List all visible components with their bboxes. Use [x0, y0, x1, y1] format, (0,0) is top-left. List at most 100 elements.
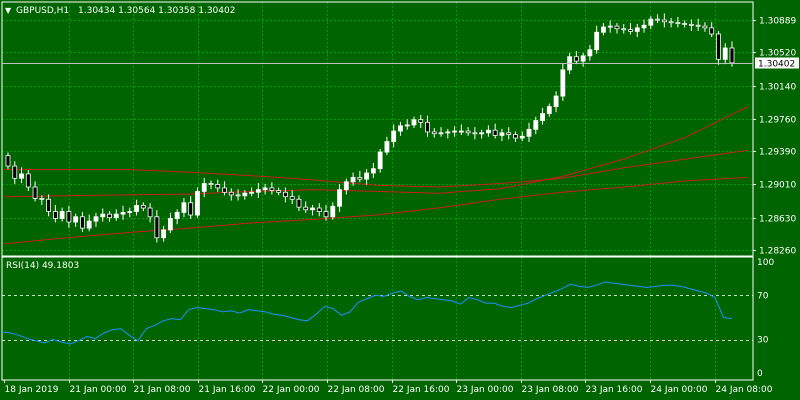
candle[interactable]: [729, 41, 735, 67]
candle[interactable]: [716, 30, 721, 66]
candle[interactable]: [695, 18, 701, 31]
candle[interactable]: [208, 180, 214, 190]
candle[interactable]: [445, 128, 451, 139]
candle[interactable]: [127, 207, 133, 218]
candle[interactable]: [661, 13, 667, 28]
candle[interactable]: [621, 23, 627, 34]
candle[interactable]: [161, 225, 167, 242]
candle[interactable]: [140, 202, 146, 212]
candle[interactable]: [391, 124, 397, 148]
candle[interactable]: [188, 196, 194, 219]
candle[interactable]: [634, 23, 640, 38]
candle[interactable]: [350, 172, 356, 186]
candle[interactable]: [641, 19, 647, 33]
candle[interactable]: [5, 152, 11, 170]
candle[interactable]: [12, 161, 18, 184]
candle[interactable]: [722, 43, 728, 65]
candle[interactable]: [519, 131, 525, 142]
candle[interactable]: [479, 129, 485, 139]
candle[interactable]: [607, 20, 613, 33]
candle[interactable]: [32, 181, 38, 202]
candle[interactable]: [404, 119, 410, 130]
candle[interactable]: [174, 209, 180, 225]
candle[interactable]: [425, 115, 430, 137]
candle[interactable]: [66, 205, 72, 228]
candle[interactable]: [628, 23, 633, 35]
candle[interactable]: [201, 177, 207, 198]
candle[interactable]: [452, 126, 457, 137]
candle[interactable]: [262, 183, 268, 195]
candle[interactable]: [370, 162, 376, 178]
candle[interactable]: [113, 209, 119, 221]
candle[interactable]: [52, 204, 58, 223]
candle[interactable]: [384, 136, 390, 156]
candle[interactable]: [276, 187, 282, 196]
candle[interactable]: [167, 212, 173, 233]
candle[interactable]: [682, 20, 688, 28]
candle[interactable]: [59, 207, 65, 222]
candle[interactable]: [648, 16, 654, 30]
candle[interactable]: [310, 204, 315, 216]
candle[interactable]: [513, 131, 518, 142]
candle[interactable]: [39, 195, 45, 205]
candle[interactable]: [418, 114, 424, 129]
candle[interactable]: [411, 116, 417, 129]
candle[interactable]: [337, 183, 342, 212]
candle[interactable]: [283, 187, 288, 203]
candle[interactable]: [398, 121, 403, 136]
candle[interactable]: [472, 127, 478, 140]
candle[interactable]: [343, 178, 349, 195]
candle[interactable]: [675, 16, 681, 28]
candle[interactable]: [255, 183, 261, 198]
candle[interactable]: [73, 213, 79, 227]
candle[interactable]: [465, 127, 471, 136]
candle[interactable]: [580, 52, 586, 67]
candle[interactable]: [249, 187, 254, 197]
candle[interactable]: [533, 116, 539, 135]
candle[interactable]: [228, 188, 234, 201]
candle[interactable]: [540, 107, 545, 125]
candle[interactable]: [431, 128, 437, 138]
candle[interactable]: [107, 211, 112, 222]
candle[interactable]: [46, 194, 51, 217]
candle[interactable]: [303, 201, 309, 213]
candle[interactable]: [377, 148, 383, 173]
candle[interactable]: [80, 211, 85, 233]
candle[interactable]: [668, 17, 674, 28]
candle[interactable]: [19, 167, 24, 184]
candle[interactable]: [316, 203, 322, 217]
candle[interactable]: [134, 199, 139, 216]
candle[interactable]: [323, 204, 329, 221]
candle[interactable]: [154, 210, 160, 243]
candle[interactable]: [242, 190, 248, 200]
candle[interactable]: [601, 23, 606, 36]
candle[interactable]: [269, 182, 275, 195]
candle[interactable]: [438, 127, 444, 137]
candle[interactable]: [458, 124, 464, 135]
rsi-line[interactable]: [1, 281, 733, 345]
candlestick-series[interactable]: [5, 13, 735, 243]
candle[interactable]: [364, 169, 370, 185]
candle[interactable]: [181, 197, 187, 218]
candle[interactable]: [93, 212, 99, 227]
candle[interactable]: [702, 22, 708, 32]
candle[interactable]: [289, 190, 295, 205]
candle[interactable]: [526, 122, 532, 142]
candle[interactable]: [330, 202, 336, 220]
candle[interactable]: [492, 123, 498, 139]
candle[interactable]: [573, 51, 579, 65]
candle[interactable]: [486, 125, 491, 137]
candle[interactable]: [357, 170, 363, 183]
dropdown-arrow-icon[interactable]: ▼: [5, 6, 12, 15]
candle[interactable]: [553, 91, 559, 113]
candle[interactable]: [560, 63, 566, 101]
candle[interactable]: [215, 179, 221, 192]
candle[interactable]: [587, 44, 593, 61]
candle[interactable]: [235, 189, 241, 201]
candle[interactable]: [546, 103, 552, 117]
candle[interactable]: [86, 214, 92, 232]
candle[interactable]: [222, 181, 227, 196]
candle[interactable]: [147, 203, 153, 223]
candle[interactable]: [655, 14, 660, 24]
